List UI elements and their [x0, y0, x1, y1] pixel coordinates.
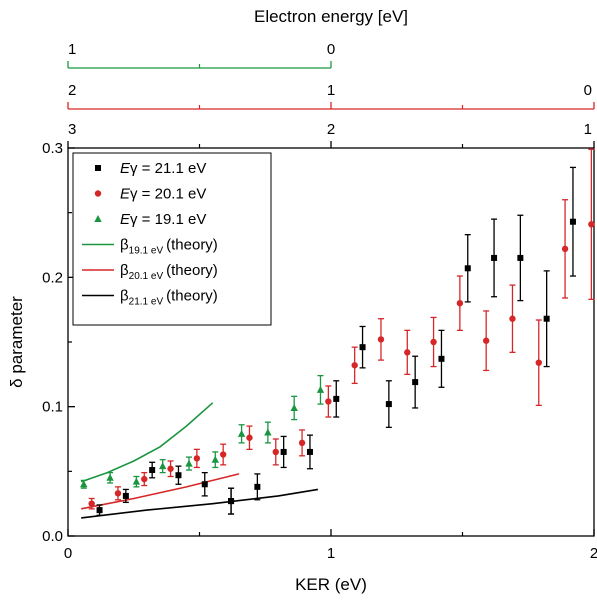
data-point [122, 492, 129, 499]
theory-curve-191 [80, 402, 214, 483]
data-point [201, 481, 208, 488]
legend-marker [94, 190, 102, 197]
legend-marker [94, 215, 102, 222]
data-point [158, 462, 167, 470]
data-point [385, 401, 392, 408]
data-point [246, 434, 253, 441]
y-axis-tick-label: 0.3 [42, 140, 63, 157]
data-point [219, 451, 227, 458]
data-point [264, 428, 272, 436]
data-point [316, 385, 325, 393]
data-point [175, 472, 182, 479]
data-point [193, 455, 201, 462]
red-top-axis-tick-label: 2 [68, 82, 76, 99]
data-point [272, 448, 279, 456]
x-axis-title: KER (eV) [295, 575, 367, 594]
legend-label: β20.1 eV (theory) [120, 262, 218, 282]
x-axis-tick-label: 1 [327, 545, 335, 562]
series-triangle [80, 374, 325, 489]
data-point [228, 498, 235, 505]
black-top-axis-tick-label: 2 [327, 121, 335, 138]
data-point [464, 265, 471, 272]
green-top-axis-tick-label: 0 [327, 41, 335, 58]
data-point [456, 300, 464, 307]
data-point [185, 459, 193, 467]
data-point [254, 483, 261, 490]
data-point [404, 349, 411, 356]
data-point [333, 395, 340, 402]
x-axis-tick-label: 0 [64, 545, 72, 562]
data-point [517, 254, 524, 261]
series-circle [88, 148, 595, 510]
legend-box [72, 152, 272, 326]
data-point [543, 315, 550, 322]
y-axis-tick-label: 0.0 [42, 528, 63, 545]
data-point [509, 315, 516, 322]
data-point [430, 338, 437, 346]
electron-energy-axes: Electron energy [eV] 1 0 2 1 0 3 2 1 [67, 7, 595, 148]
data-point [114, 490, 122, 497]
legend-label: Eγ = 19.1 eV [120, 211, 206, 228]
legend-label: β19.1 eV (theory) [120, 237, 218, 257]
data-point [290, 403, 298, 411]
data-series [80, 148, 595, 519]
legend-label: Eγ = 20.1 eV [120, 186, 206, 203]
green-top-axis-tick-label: 1 [68, 41, 76, 58]
legend-label: Eγ = 21.1 eV [120, 160, 206, 177]
y-axis-title: δ parameter [7, 296, 26, 388]
x-axis: KER (eV) 0 1 2 [64, 529, 597, 594]
data-point [561, 245, 569, 253]
theory-curve-211 [81, 488, 319, 519]
series-square [96, 166, 576, 516]
black-top-axis-tick-label: 3 [68, 121, 76, 138]
data-point [149, 467, 156, 474]
legend-label: β21.1 eV (theory) [120, 288, 218, 308]
data-point [280, 448, 287, 455]
data-point [237, 429, 246, 437]
data-point [377, 336, 385, 343]
red-top-axis-tick-label: 0 [584, 82, 592, 99]
data-point [482, 337, 490, 344]
data-point [298, 439, 306, 447]
data-point [88, 500, 95, 507]
data-point [491, 254, 498, 261]
black-top-axis-tick-label: 1 [584, 121, 592, 138]
legend: Eγ = 21.1 eV Eγ = 20.1 eV Eγ = 19.1 eV β19.… [72, 152, 272, 326]
y-axis: δ parameter 0.0 0.1 0.2 0.3 [7, 140, 75, 545]
data-point [96, 507, 103, 514]
data-point [132, 477, 141, 485]
data-point [141, 475, 148, 483]
data-point [211, 455, 219, 463]
data-point [351, 362, 358, 369]
data-point [569, 218, 576, 225]
data-point [438, 355, 445, 362]
y-axis-tick-label: 0.2 [42, 269, 63, 286]
top-axis-title: Electron energy [eV] [254, 7, 408, 26]
red-top-axis-tick-label: 1 [327, 82, 335, 99]
theory-curve-201 [81, 473, 240, 510]
data-point [359, 344, 366, 351]
data-point [412, 379, 419, 386]
x-axis-tick-label: 2 [590, 545, 597, 562]
legend-marker [95, 165, 101, 171]
data-point [588, 221, 595, 228]
y-axis-tick-label: 0.1 [42, 399, 63, 416]
data-point [80, 480, 88, 488]
data-point [306, 448, 313, 455]
data-point [167, 465, 174, 472]
data-point [106, 473, 114, 481]
data-point [535, 359, 542, 366]
data-point [325, 398, 332, 405]
